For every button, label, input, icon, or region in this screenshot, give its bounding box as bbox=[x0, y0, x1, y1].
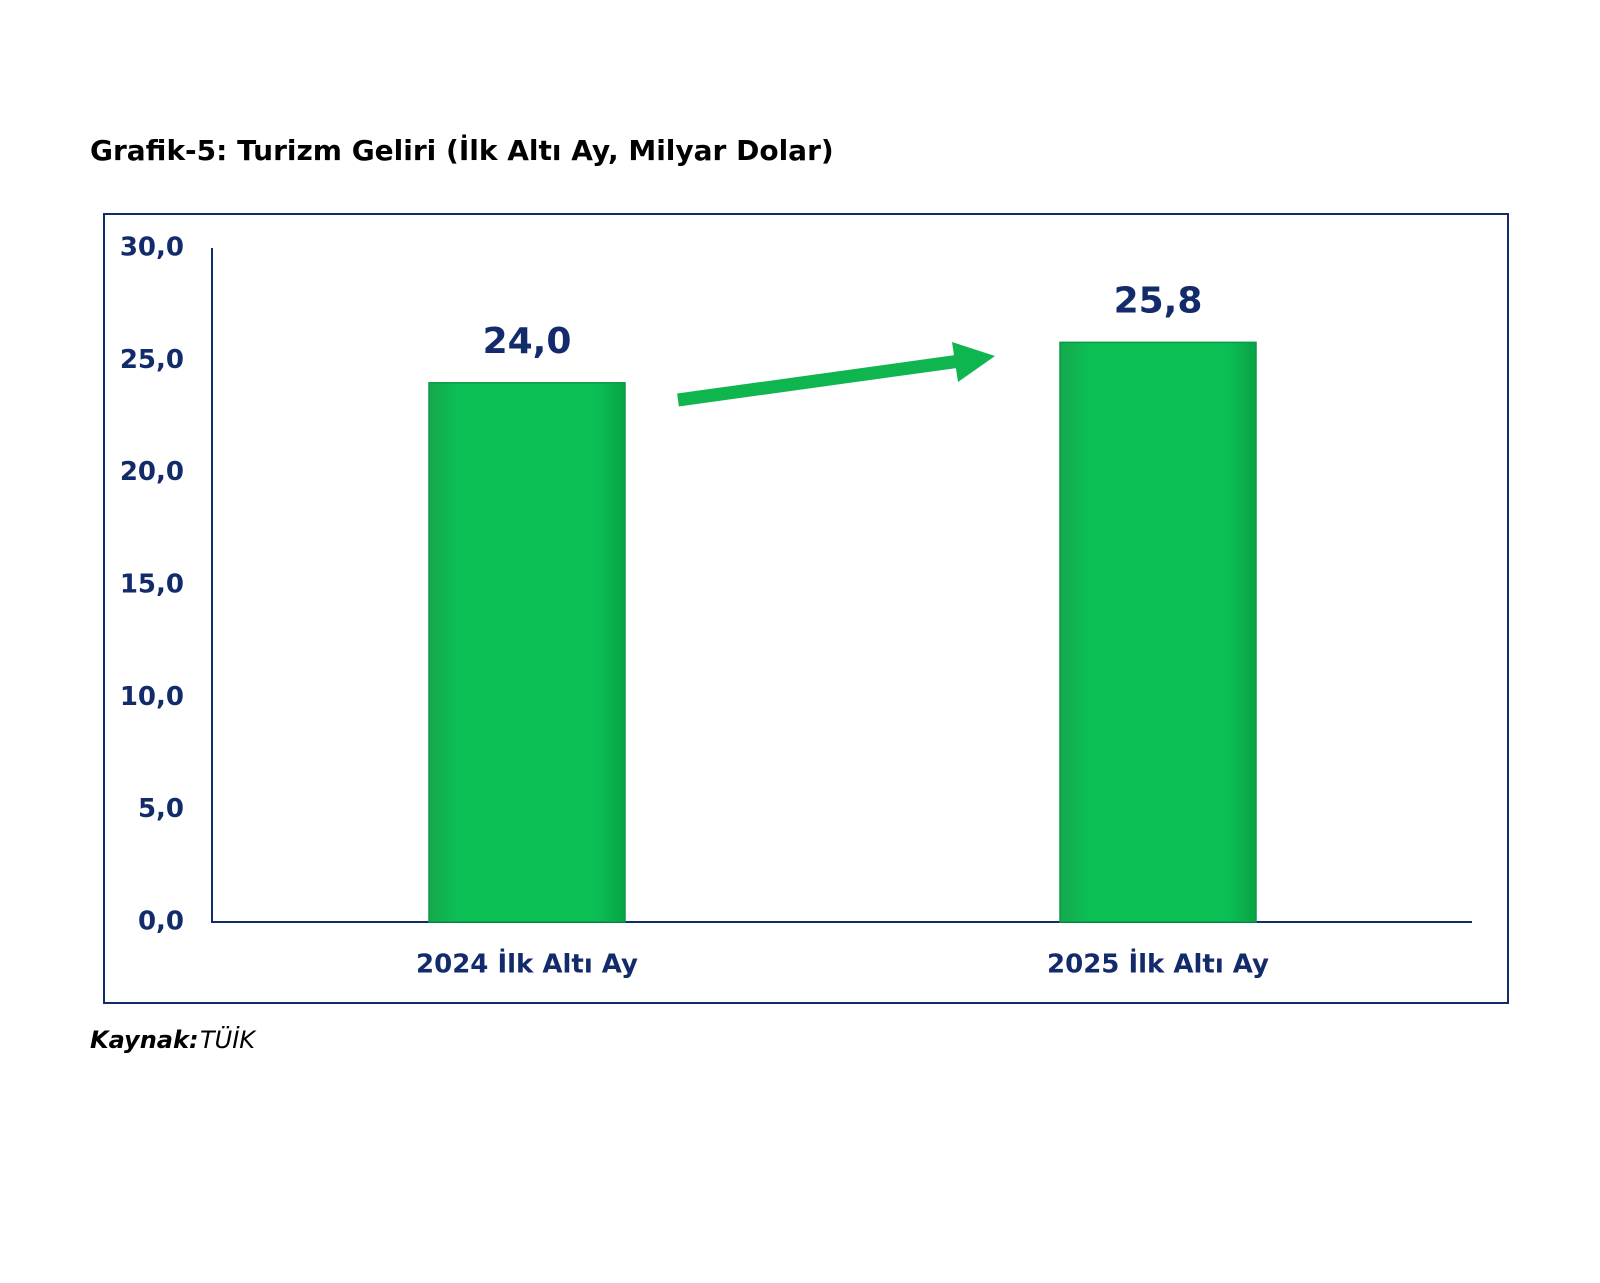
y-tick-label: 20,0 bbox=[120, 457, 184, 487]
y-tick-label: 10,0 bbox=[120, 682, 184, 712]
x-tick-label: 2025 İlk Altı Ay bbox=[1047, 948, 1269, 980]
source-text: TÜİK bbox=[200, 1025, 257, 1054]
chart-title: Grafik-5: Turizm Geliri (İlk Altı Ay, Mi… bbox=[90, 133, 834, 167]
x-tick-label: 2024 İlk Altı Ay bbox=[416, 948, 638, 980]
y-tick-label: 15,0 bbox=[120, 570, 184, 600]
source-label: Kaynak: bbox=[90, 1026, 199, 1054]
bar bbox=[428, 382, 626, 923]
chart-frame bbox=[103, 213, 1509, 1004]
y-tick-label: 0,0 bbox=[138, 907, 184, 937]
trend-arrow bbox=[677, 342, 995, 407]
value-label: 25,8 bbox=[1114, 280, 1203, 321]
value-label: 24,0 bbox=[483, 321, 572, 362]
bar bbox=[1059, 341, 1257, 923]
y-tick-label: 5,0 bbox=[138, 794, 184, 824]
y-tick-label: 25,0 bbox=[120, 345, 184, 375]
y-tick-label: 30,0 bbox=[120, 233, 184, 263]
